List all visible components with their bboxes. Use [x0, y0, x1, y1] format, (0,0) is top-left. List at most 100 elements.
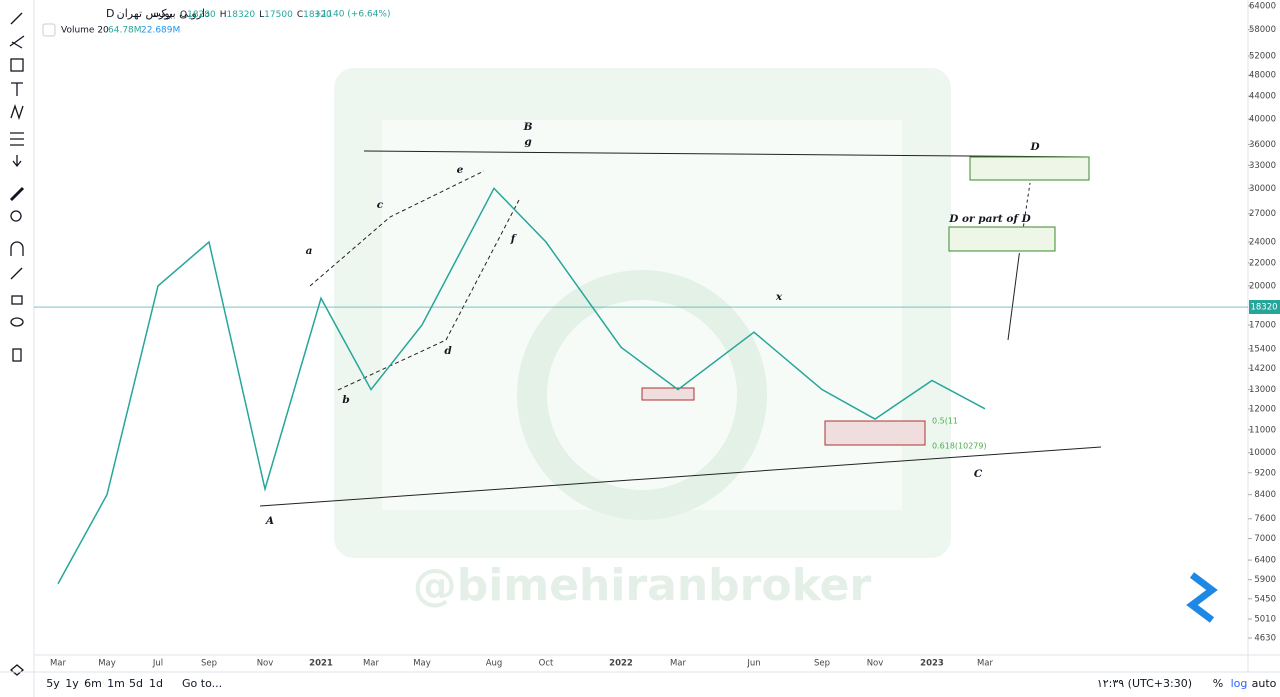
range-button[interactable]: 1y [65, 677, 79, 690]
ohlc-label: H [220, 10, 227, 20]
tool-arrow[interactable] [12, 155, 22, 168]
wave-label: B [523, 121, 533, 133]
y-tick-label: 52000 [1249, 51, 1276, 61]
tool-trend[interactable] [10, 12, 23, 25]
watermark-inner [382, 120, 902, 510]
wave-label: e [457, 164, 464, 176]
x-tick-label: 2021 [309, 659, 333, 669]
wave-label: f [510, 233, 518, 245]
wave-label: b [342, 394, 349, 406]
price-change: +1140 (+6.64%) [314, 10, 390, 20]
y-tick-label: 58000 [1249, 25, 1276, 35]
zone-box [824, 420, 926, 446]
y-tick-label: 8400 [1254, 490, 1276, 500]
x-tick-label: May [413, 659, 431, 669]
watermark-text: @bimehiranbroker [413, 560, 872, 611]
left-toolbar [0, 0, 34, 672]
range-button[interactable]: 5d [129, 677, 143, 690]
scale-option[interactable]: auto [1252, 677, 1277, 690]
channel-lower [337, 199, 520, 391]
y-tick-label: 44000 [1249, 92, 1276, 102]
y-tick-label: 33000 [1249, 161, 1276, 171]
x-tick-label: 2022 [609, 659, 633, 669]
wave-label: x [775, 291, 783, 303]
y-tick-label: 15400 [1249, 344, 1276, 354]
x-tick-label: Oct [539, 659, 554, 669]
x-tick-label: Sep [814, 659, 830, 669]
x-tick-label: Mar [363, 659, 380, 669]
volume-ma: 22.689M [141, 26, 180, 36]
volume-value: 64.78M [108, 26, 142, 36]
y-tick-label: 7000 [1254, 534, 1276, 544]
scale-option[interactable]: log [1231, 677, 1248, 690]
range-button[interactable]: 6m [84, 677, 102, 690]
tool-eye[interactable] [10, 317, 24, 327]
wave-label: c [377, 199, 384, 211]
tool-zoom[interactable] [10, 210, 22, 222]
target-box [969, 156, 1090, 181]
range-button[interactable]: 1d [149, 677, 163, 690]
y-tick-label: 40000 [1249, 115, 1276, 125]
y-tick-label: 6400 [1254, 556, 1276, 566]
tool-trash[interactable] [12, 348, 22, 362]
tool-fib[interactable] [9, 35, 25, 49]
tool-pattern[interactable] [10, 103, 24, 121]
last-price-label: 18320 [1250, 303, 1277, 313]
y-tick-label: 5900 [1254, 575, 1276, 585]
x-tick-label: Nov [257, 659, 274, 669]
price-line [57, 187, 986, 585]
exchange-name: بورس تهران [117, 7, 173, 20]
channel-upper [309, 170, 485, 287]
tool-ruler[interactable] [9, 186, 25, 202]
tool-lock[interactable] [11, 295, 23, 305]
x-tick-label: Mar [50, 659, 67, 669]
x-tick-label: May [98, 659, 116, 669]
fib-label: 0.618(10279) [932, 442, 987, 451]
y-tick-label: 11000 [1249, 425, 1276, 435]
y-tick-label: 22000 [1249, 258, 1276, 268]
collapse-button[interactable] [42, 23, 56, 37]
y-tick-label: 24000 [1249, 238, 1276, 248]
tool-rect[interactable] [10, 58, 24, 72]
symbol-name[interactable]: دارویی برکت [151, 7, 211, 20]
y-tick-label: 4630 [1254, 634, 1276, 644]
ohlc-label: L [259, 10, 264, 20]
fib-label: 0.5(11 [932, 417, 958, 426]
scale-option[interactable]: % [1213, 677, 1223, 690]
range-button[interactable]: 5y [46, 677, 60, 690]
zone-box [641, 387, 695, 401]
last-price-box [1249, 300, 1280, 315]
x-tick-label: Jun [746, 659, 760, 669]
tool-forecast[interactable] [10, 132, 24, 146]
y-tick-label: 48000 [1249, 71, 1276, 81]
wave-label: D [1029, 141, 1040, 153]
y-tick-label: 14200 [1249, 364, 1276, 374]
target-box [948, 226, 1056, 252]
x-tick-label: Jul [152, 659, 163, 669]
y-tick-label: 30000 [1249, 184, 1276, 194]
y-tick-label: 36000 [1249, 140, 1276, 150]
y-tick-label: 5010 [1254, 615, 1276, 625]
y-tick-label: 9200 [1254, 468, 1276, 478]
y-tick-label: 13000 [1249, 385, 1276, 395]
tool-lock-draw[interactable] [10, 267, 23, 280]
goto-button[interactable]: Go to... [182, 677, 222, 690]
broker-logo [1186, 572, 1218, 623]
timezone[interactable]: ۱۲:۳۹ (UTC+3:30) [1097, 677, 1192, 690]
tool-magnet[interactable] [10, 241, 24, 256]
interval[interactable]: D [106, 7, 114, 20]
watermark-circle [517, 270, 767, 520]
y-tick-label: 27000 [1249, 209, 1276, 219]
tool-text[interactable] [11, 82, 23, 96]
trend-line-lower [259, 446, 1102, 507]
range-button[interactable]: 1m [107, 677, 125, 690]
x-tick-label: 2023 [920, 659, 944, 669]
y-tick-label: 5450 [1254, 594, 1276, 604]
wave-label: C [974, 468, 983, 480]
tool-layers[interactable] [9, 664, 25, 676]
ohlc-value: 18320 [227, 10, 256, 20]
ohlc-label: C [297, 10, 303, 20]
wave-label: a [306, 245, 313, 257]
volume-label: Volume 20 [61, 26, 109, 36]
